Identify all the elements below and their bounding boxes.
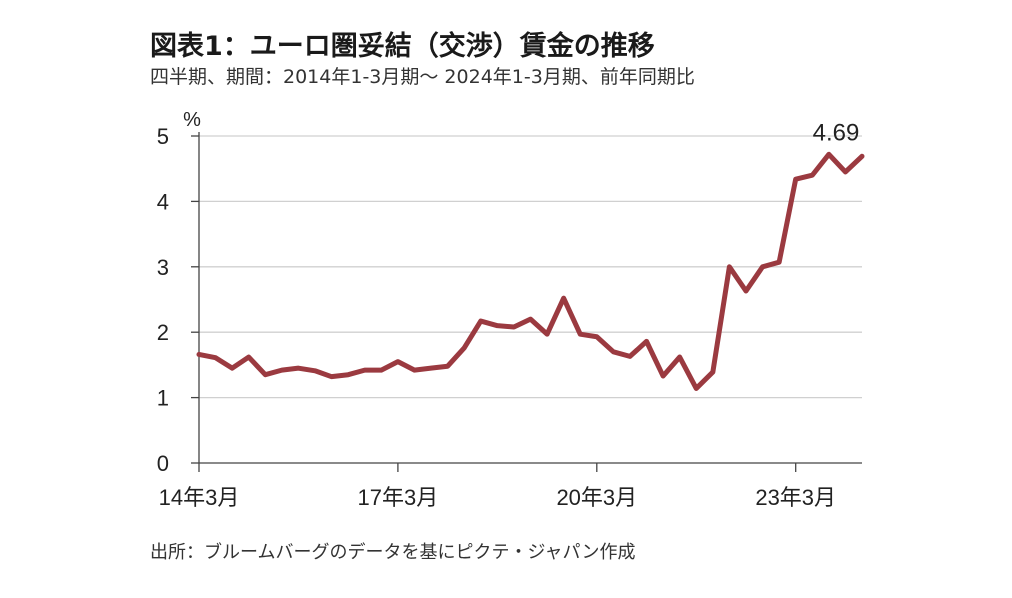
series-line [196,151,865,391]
y-axis-unit: % [183,109,201,131]
y-tick-label: 3 [157,255,169,280]
y-tick-label: 0 [157,451,169,476]
x-tick-label: 14年3月 [159,485,240,510]
y-tick-label: 5 [157,124,169,149]
source-note: 出所：ブルームバーグのデータを基にピクテ・ジャパン作成 [150,542,636,563]
last-value-label: 4.69 [813,119,860,146]
y-tick-label: 1 [157,386,169,411]
y-tick-label: 4 [157,189,169,214]
x-tick-label: 17年3月 [358,485,439,510]
y-tick-label: 2 [157,320,169,345]
chart-subtitle: 四半期、期間：2014年1-3月期～ 2024年1-3月期、前年同期比 [150,66,695,88]
chart-title: 図表1：ユーロ圏妥結（交渉）賃金の推移 [150,31,655,62]
x-tick-label: 20年3月 [556,485,637,510]
x-tick-label: 23年3月 [755,485,836,510]
